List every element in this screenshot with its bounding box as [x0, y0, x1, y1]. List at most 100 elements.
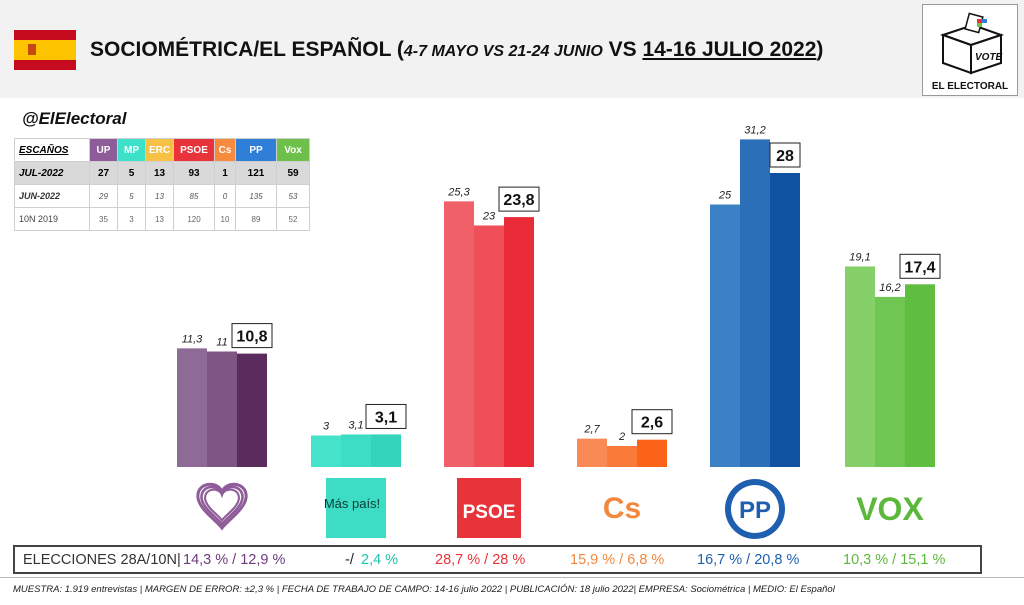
- heart-stroke: [204, 488, 240, 522]
- bar: [770, 173, 800, 467]
- data-label: 31,2: [744, 124, 765, 136]
- seats-row-jul: JUL-2022 27 5 13 93 1 121 59: [14, 161, 310, 185]
- data-label: 16,2: [879, 282, 900, 294]
- bar: [710, 204, 740, 467]
- results-up: 14,3 % / 12,9 %: [183, 552, 286, 568]
- ballot-box-icon: VOTE EL ELECTORAL: [932, 12, 1008, 92]
- seats-cell: 27: [89, 161, 118, 185]
- seats-party-mp: MP: [117, 138, 146, 162]
- data-label-box: [498, 186, 540, 212]
- seats-cell: 52: [276, 207, 310, 231]
- results-psoe: 28,7 % / 28 %: [435, 552, 526, 568]
- data-label: 2,7: [583, 424, 600, 436]
- bar-chart: 11,3 11 10,8 3 3,1 3,1 25,3 23 23,8 2,7 2 2,6 25 31,2…: [177, 124, 941, 539]
- seats-party-vox: Vox: [276, 138, 310, 162]
- bar: [740, 139, 770, 467]
- pp-logo-text: PP: [739, 497, 771, 524]
- seats-cell: 120: [173, 207, 215, 231]
- data-label-box: [769, 142, 801, 168]
- title-main: SOCIOMÉTRICA/EL ESPAÑOL: [90, 38, 392, 61]
- heart-stroke: [196, 482, 248, 531]
- bar: [905, 284, 935, 467]
- bar: [875, 296, 905, 467]
- spain-flag-icon: [14, 30, 76, 70]
- logo-vote-text: VOTE: [975, 52, 1003, 63]
- el-electoral-logo: VOTE EL ELECTORAL: [922, 4, 1018, 96]
- bar: [845, 266, 875, 467]
- bar: [177, 348, 207, 467]
- seats-cell: 93: [173, 161, 215, 185]
- seats-header-row: ESCAÑOS UP MP ERC PSOE Cs PP Vox: [14, 138, 310, 162]
- seats-row-10n: 10N 2019 35 3 13 120 10 89 52: [14, 207, 310, 231]
- data-label-highlight: 3,1: [375, 409, 397, 426]
- header-band: SOCIOMÉTRICA/EL ESPAÑOL (4-7 MAYO VS 21-…: [0, 0, 1024, 98]
- bar: [504, 217, 534, 467]
- data-label-highlight: 10,8: [236, 329, 267, 346]
- bar: [311, 435, 341, 467]
- seats-row-label: JUL-2022: [14, 161, 90, 185]
- cs-logo-text: Cs: [603, 492, 641, 525]
- seats-cell: 85: [173, 184, 215, 208]
- footnote: MUESTRA: 1.919 entrevistas | MARGEN DE E…: [13, 584, 835, 595]
- up-heart-icon: [196, 482, 248, 531]
- mas-pais-logo: [326, 478, 386, 538]
- bar: [637, 439, 667, 467]
- data-label: 2: [618, 431, 625, 443]
- data-label: 3: [323, 421, 330, 433]
- title-date: 14-16 JULIO 2022: [642, 38, 817, 61]
- heart-stroke: [200, 485, 244, 527]
- seats-cell: 29: [89, 184, 118, 208]
- results-divider: |: [177, 552, 181, 568]
- data-label: 23: [482, 211, 496, 223]
- data-label-highlight: 28: [776, 148, 794, 165]
- seats-row-label: 10N 2019: [14, 207, 90, 231]
- page-title: SOCIOMÉTRICA/EL ESPAÑOL (4-7 MAYO VS 21-…: [90, 38, 824, 61]
- title-vs: VS: [602, 38, 643, 61]
- seats-table: ESCAÑOS UP MP ERC PSOE Cs PP Vox JUL-202…: [14, 138, 310, 231]
- data-label: 11: [216, 337, 227, 349]
- seats-cell: 13: [145, 207, 174, 231]
- data-label-box: [231, 323, 273, 349]
- psoe-logo: [457, 478, 521, 538]
- seats-party-psoe: PSOE: [173, 138, 215, 162]
- data-label: 25,3: [447, 186, 470, 198]
- results-pp: 16,7 % / 20,8 %: [697, 552, 800, 568]
- seats-cell: 13: [145, 184, 174, 208]
- bar: [474, 225, 504, 467]
- bar: [207, 351, 237, 467]
- results-mp-prefix: -/: [345, 552, 354, 568]
- results-vox: 10,3 % / 15,1 %: [843, 552, 946, 568]
- bar: [237, 353, 267, 467]
- seats-cell: 121: [235, 161, 277, 185]
- data-label: 11,3: [182, 333, 203, 345]
- bar: [577, 438, 607, 467]
- title-periods: 4-7 MAYO VS 21-24 JUNIO: [403, 43, 603, 60]
- logo-name-text: EL ELECTORAL: [932, 81, 1008, 92]
- data-label-box: [365, 403, 407, 429]
- seats-header-label: ESCAÑOS: [14, 138, 90, 162]
- election-results-bar: ELECCIONES 28A/10N | 14,3 % / 12,9 % -/ …: [13, 545, 982, 574]
- bar: [444, 201, 474, 467]
- data-label-highlight: 23,8: [503, 192, 534, 209]
- data-label: 19,1: [849, 251, 870, 263]
- data-label-box: [899, 253, 941, 279]
- vox-logo-text: VOX: [856, 491, 924, 527]
- twitter-handle: @ElElectoral: [22, 109, 127, 128]
- bar: [371, 434, 401, 467]
- data-label-box: [631, 409, 673, 435]
- results-label: ELECCIONES 28A/10N: [23, 552, 177, 568]
- bar: [341, 434, 371, 467]
- data-label-highlight: 2,6: [641, 415, 663, 432]
- results-cs: 15,9 % / 6,8 %: [570, 552, 665, 568]
- footer-divider: [0, 577, 1024, 578]
- bar: [607, 446, 637, 467]
- mas-pais-logo-text: Más país!: [324, 496, 380, 511]
- results-mp: 2,4 %: [361, 552, 399, 568]
- pp-logo-inner: [731, 485, 779, 533]
- seats-cell: 89: [235, 207, 277, 231]
- data-label: 25: [718, 190, 732, 202]
- data-label: 3,1: [348, 419, 363, 431]
- data-label-highlight: 17,4: [904, 259, 935, 276]
- psoe-logo-text: PSOE: [463, 502, 516, 523]
- seats-cell: 35: [89, 207, 118, 231]
